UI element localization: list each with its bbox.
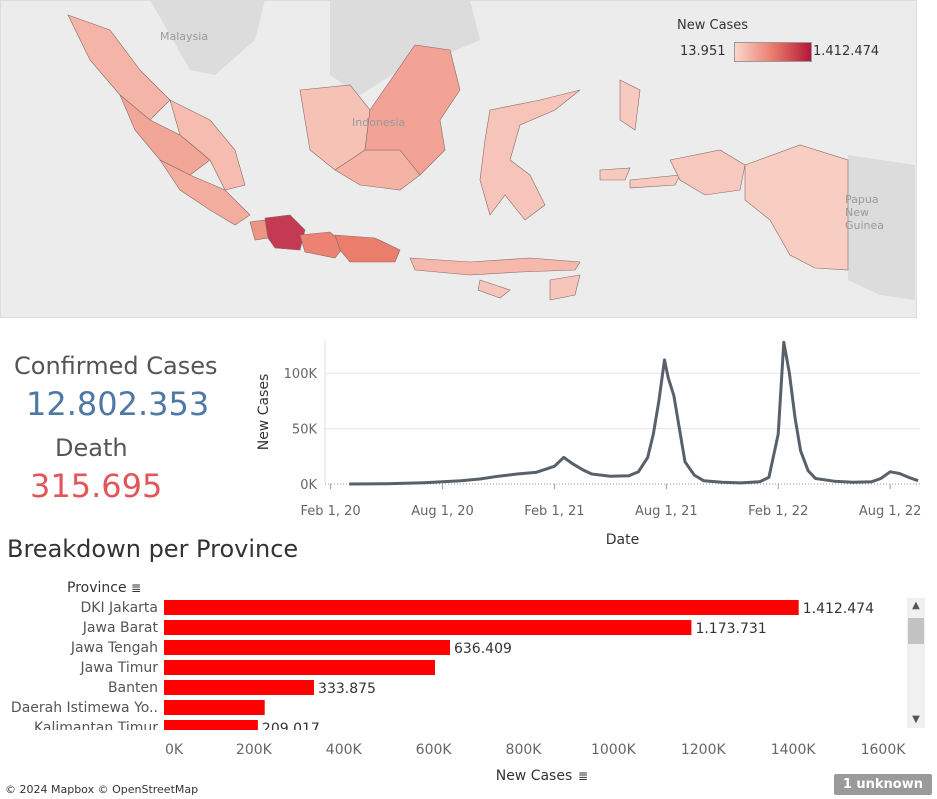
- x-tick-label: Aug 1, 22: [859, 504, 922, 519]
- death-title: Death: [55, 434, 128, 462]
- indonesia-label: Indonesia: [352, 116, 406, 129]
- bar-rows-group: DKI Jakarta 1.412.474 Jawa Barat 1.173.731 J…: [11, 600, 874, 737]
- legend-min: 13.951: [680, 44, 726, 59]
- province-axis-title: Province: [67, 580, 127, 596]
- bar-data-label: 209.017: [262, 721, 320, 737]
- province-sumatra-south[interactable]: [159, 159, 251, 226]
- province-sumatra-central[interactable]: [119, 94, 211, 176]
- x-tick-label: Feb 1, 21: [524, 504, 584, 519]
- series-line-new-cases[interactable]: [349, 340, 919, 486]
- x-tick-label: 200K: [236, 742, 273, 758]
- province-kalimantan-east[interactable]: [364, 44, 461, 176]
- png-land: [848, 155, 915, 300]
- bar-data-label: 333.875: [318, 681, 376, 697]
- x-tick-label: 0K: [165, 742, 184, 758]
- bar-data-label: 1.412.474: [803, 601, 874, 617]
- bar-data-label: 1.173.731: [695, 621, 766, 637]
- x-tick-label: 1200K: [681, 742, 727, 758]
- malaysia-land: [150, 0, 265, 75]
- malaysia-label: Malaysia: [160, 30, 209, 43]
- province-jawa-barat[interactable]: [264, 214, 306, 251]
- province-label[interactable]: DKI Jakarta: [80, 600, 158, 616]
- x-tick-label: 1400K: [771, 742, 817, 758]
- province-sumatra-north[interactable]: [67, 14, 171, 121]
- indonesia-choropleth-map[interactable]: [0, 0, 915, 316]
- province-bar[interactable]: [164, 600, 799, 615]
- png-label: Papua New Guinea: [845, 193, 885, 232]
- borneo-north-land: [330, 0, 480, 95]
- new-cases-line-chart[interactable]: 0K 50K 100K Feb 1, 20 Aug 1, 20 Feb 1, 21 Aug …: [0, 0, 937, 560]
- province-papua-west[interactable]: [669, 149, 746, 196]
- province-sumatra-east[interactable]: [169, 99, 246, 191]
- y-tick-label: 100K: [284, 367, 318, 382]
- x-tick-label: 600K: [416, 742, 453, 758]
- y-tick-label: 50K: [292, 423, 318, 438]
- x-tick-label: Aug 1, 21: [635, 504, 698, 519]
- province-label[interactable]: Daerah Istimewa Yo..: [11, 700, 158, 716]
- y-axis-title: New Cases: [256, 374, 272, 451]
- province-jawa-tengah[interactable]: [299, 231, 346, 259]
- legend-color-ramp: [734, 42, 812, 62]
- province-papua[interactable]: [744, 144, 849, 271]
- bar-chart-scrollbar[interactable]: ▲ ▼: [907, 598, 925, 728]
- province-bar[interactable]: [164, 700, 265, 715]
- bar-data-label: 636.409: [454, 641, 512, 657]
- death-value: 315.695: [30, 467, 163, 505]
- province-jawa-timur[interactable]: [334, 234, 401, 263]
- scroll-thumb[interactable]: [908, 618, 924, 644]
- x-tick-label: 400K: [326, 742, 363, 758]
- breakdown-section-title: Breakdown per Province: [7, 535, 299, 563]
- legend-max: 1.412.474: [813, 44, 880, 59]
- x-tick-label: 1600K: [861, 742, 907, 758]
- province-ntt[interactable]: [477, 274, 581, 301]
- province-bar[interactable]: [164, 640, 450, 655]
- province-sulawesi[interactable]: [479, 89, 581, 221]
- province-label[interactable]: Jawa Tengah: [70, 640, 158, 656]
- x-axis-title: New Cases: [496, 768, 573, 784]
- province-bali-nusa[interactable]: [409, 257, 581, 276]
- province-bar[interactable]: [164, 620, 692, 635]
- confirmed-cases-value: 12.802.353: [26, 385, 210, 423]
- x-tick-label: Feb 1, 22: [748, 504, 808, 519]
- scroll-down-icon[interactable]: ▼: [912, 714, 920, 725]
- province-bar[interactable]: [164, 660, 435, 675]
- scroll-up-icon[interactable]: ▲: [912, 600, 920, 611]
- x-tick-label: Feb 1, 20: [300, 504, 360, 519]
- x-tick-label: 1000K: [591, 742, 637, 758]
- y-tick-label: 0K: [300, 478, 317, 493]
- sort-icon[interactable]: ≣: [578, 769, 588, 783]
- x-tick-label: 800K: [506, 742, 543, 758]
- province-label[interactable]: Jawa Timur: [80, 660, 159, 676]
- province-label[interactable]: Kalimantan Timur: [34, 720, 158, 736]
- confirmed-cases-title: Confirmed Cases: [14, 352, 218, 380]
- province-label[interactable]: Banten: [108, 680, 158, 696]
- province-bar[interactable]: [164, 680, 314, 695]
- sort-icon[interactable]: ≣: [131, 581, 141, 595]
- province-label[interactable]: Jawa Barat: [82, 620, 159, 636]
- legend-title: New Cases: [677, 18, 749, 33]
- province-maluku[interactable]: [599, 79, 681, 189]
- province-bar[interactable]: [164, 720, 258, 735]
- x-axis-title: Date: [606, 532, 639, 548]
- x-tick-label: Aug 1, 20: [411, 504, 474, 519]
